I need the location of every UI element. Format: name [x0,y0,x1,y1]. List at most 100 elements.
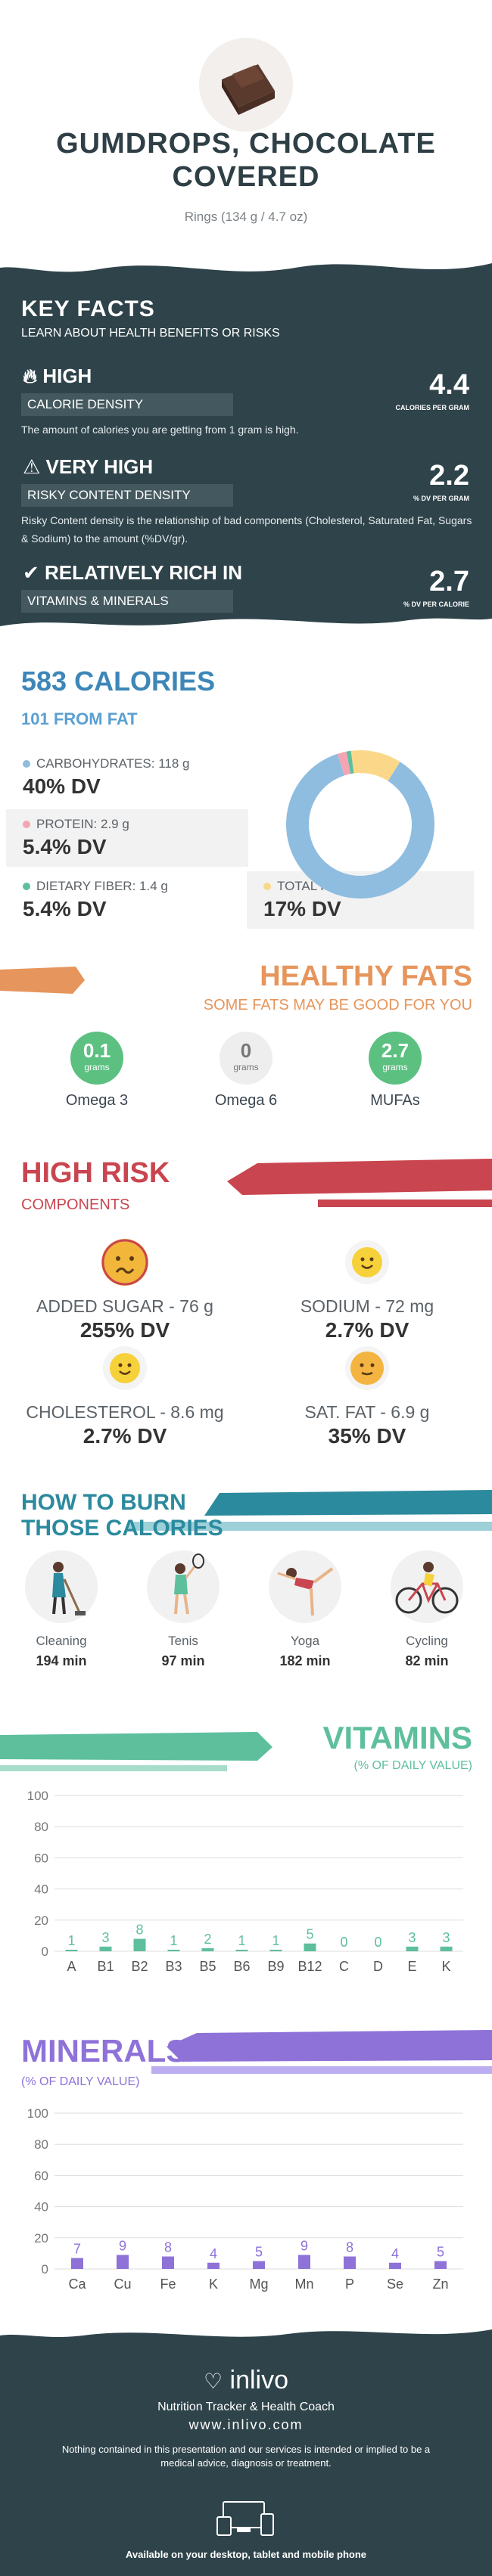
vitamins-bar-K [440,1946,453,1951]
minerals-category-label-Cu: Cu [114,2277,131,2292]
fat-legend-dot [263,883,271,890]
minerals-value-label-Se: 4 [391,2246,399,2261]
mufas-circle: 2.7 grams [369,1032,422,1085]
vitamins-category-label-B5: B5 [199,1959,216,1974]
high-risk-section: HIGH RISK COMPONENTS ADDED SUGAR - 76 g … [0,1127,492,1460]
minerals-bar-K [207,2262,220,2269]
heart-icon: ♡ [203,2370,223,2393]
omega3-circle: 0.1 grams [70,1032,123,1085]
vitamins-value-label-C: 0 [340,1935,347,1950]
risk-cholesterol: CHOLESTEROL - 8.6 mg 2.7% DV [11,1345,238,1448]
vitamins-title: VITAMINS [322,1720,472,1755]
risky-content-description: Risky Content density is the relationshi… [21,514,472,545]
vitamins-y-tick-label: 20 [34,1913,48,1928]
calories-title: 583 CALORIES [21,666,216,697]
vitamins-subtitle: (% OF DAILY VALUE) [353,1759,472,1772]
mufas-item: 2.7 grams MUFAs [342,1032,448,1110]
minerals-category-label-K: K [209,2277,218,2292]
risky-content-label: RISKY CONTENT DENSITY [21,484,233,507]
burn-title: HOW TO BURN THOSE CALORIES [21,1490,223,1541]
vitamins-bar-B3 [167,1949,180,1951]
vitamins-bar-B2 [133,1938,146,1951]
calorie-density-title: 🔥︎ HIGH [23,365,92,387]
minerals-bar-Ca [71,2258,83,2269]
vitamins-category-label-E: E [407,1959,416,1974]
minerals-bar-P [344,2256,356,2269]
vitamins-bar-B5 [201,1948,214,1951]
fiber-legend-dot [23,883,30,890]
minerals-section: MINERALS (% OF DAILY VALUE) 0 20 40 60 80 100… [0,2004,492,2322]
happy-face-icon [344,1239,391,1286]
brand-logo[interactable]: ♡ inlivo [203,2366,289,2394]
carbohydrates-legend-dot [23,760,30,768]
yoga-icon [269,1550,341,1623]
calories-from-fat: 101 FROM FAT [21,709,138,728]
minerals-y-tick-label: 60 [34,2168,48,2183]
minerals-bar-Fe [162,2256,174,2269]
healthy-fats-title: HEALTHY FATS [260,961,472,992]
vitamins-value-label-B2: 8 [135,1923,143,1938]
vitamins-y-tick-label: 60 [34,1851,48,1865]
header-section: GUMDROPS, CHOCOLATE COVERED Rings (134 g… [0,0,492,250]
wave-divider [0,2322,492,2337]
cleaning-icon [25,1550,98,1623]
activity-tennis: Tenis 97 min [130,1550,236,1669]
minerals-category-label-Ca: Ca [68,2277,86,2292]
vitamins-bar-A [65,1949,78,1951]
vitamins-y-tick-label: 40 [34,1882,48,1897]
donut-slice-carbohydrates [286,753,434,898]
vitamins-minerals-value: 2.7 [429,566,469,597]
minerals-value-label-Mg: 5 [255,2245,263,2260]
vitamins-minerals-title: ✔ RELATIVELY RICH IN [23,561,243,584]
devices-icon [216,2501,274,2536]
minerals-y-tick-label: 80 [34,2137,48,2152]
high-risk-title: HIGH RISK [21,1157,170,1189]
vitamins-category-label-B1: B1 [97,1959,114,1974]
risk-sodium: SODIUM - 72 mg 2.7% DV [254,1239,481,1342]
angry-face-icon [101,1239,148,1286]
omega3-item: 0.1 grams Omega 3 [44,1032,150,1110]
vitamins-value-label-D: 0 [374,1935,381,1950]
vitamins-bar-B9 [269,1949,282,1951]
healthy-fats-subtitle: SOME FATS MAY BE GOOD FOR YOU [203,997,472,1013]
nutrient-fiber: DIETARY FIBER: 1.4 g 5.4% DV [23,879,168,920]
healthy-fats-section: HEALTHY FATS SOME FATS MAY BE GOOD FOR Y… [0,961,492,1127]
activity-cleaning: Cleaning 194 min [8,1550,114,1669]
footer-section: ♡ inlivo Nutrition Tracker & Health Coac… [0,2322,492,2576]
calorie-density-unit: CALORIES PER GRAM [395,404,469,411]
activity-cycling: Cycling 82 min [374,1550,480,1669]
minerals-value-label-Ca: 7 [73,2242,81,2257]
vitamins-section: VITAMINS (% OF DAILY VALUE) 0 20 40 60 80 100… [0,1717,492,2004]
vitamins-bar-B1 [99,1946,112,1951]
minerals-subtitle: (% OF DAILY VALUE) [21,2075,140,2088]
calorie-density-description: The amount of calories you are getting f… [21,424,299,436]
risk-sat-fat: SAT. FAT - 6.9 g 35% DV [254,1345,481,1448]
vitamins-category-label-K: K [441,1959,450,1974]
vitamins-value-label-B3: 1 [170,1933,177,1948]
minerals-value-label-P: 8 [346,2240,353,2255]
food-image [199,38,293,132]
omega6-circle: 0 grams [220,1032,272,1085]
vitamins-category-label-B3: B3 [165,1959,182,1974]
calorie-density-label: CALORIE DENSITY [21,393,233,416]
minerals-bar-Cu [117,2255,129,2269]
brush-stroke [151,2030,492,2074]
calories-section: 583 CALORIES 101 FROM FAT CARBOHYDRATES:… [0,635,492,961]
omega6-item: 0 grams Omega 6 [193,1032,299,1110]
donut-slice-fiber [346,750,354,774]
minerals-value-label-Mn: 9 [300,2238,308,2253]
nutrient-carbohydrates: CARBOHYDRATES: 118 g 40% DV [23,756,190,798]
vitamins-category-label-B9: B9 [267,1959,284,1974]
brand-tagline: Nutrition Tracker & Health Coach [157,2401,335,2413]
key-facts-subheading: LEARN ABOUT HEALTH BENEFITS OR RISKS [21,327,280,340]
donut-slice-protein [337,751,351,776]
website-link[interactable]: www.inlivo.com [188,2417,304,2432]
minerals-value-label-Cu: 9 [119,2238,126,2253]
risky-content-value: 2.2 [429,460,469,492]
vitamins-bar-B12 [304,1943,316,1951]
minerals-category-label-Mn: Mn [294,2277,313,2292]
wave-divider [0,618,492,635]
wave-divider [0,250,492,272]
nutrient-protein: PROTEIN: 2.9 g 5.4% DV [6,809,248,867]
minerals-value-label-Fe: 8 [164,2240,172,2255]
